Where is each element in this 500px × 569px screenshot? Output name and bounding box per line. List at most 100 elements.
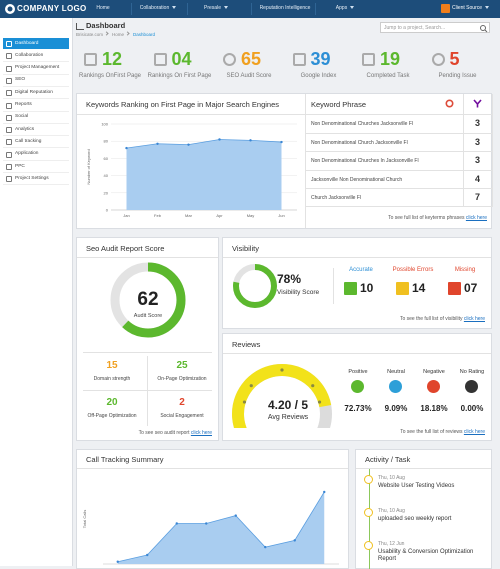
nav-label: Collaboration <box>139 5 170 11</box>
data-point <box>323 490 326 494</box>
sidebar-item[interactable]: Call tracking <box>3 136 69 149</box>
sidebar-icon <box>6 151 12 158</box>
reviews-panel: Reviews 4.20 / 5 Avg Reviews Positive 72.73%… <box>222 333 492 441</box>
visibility-icon <box>344 282 357 295</box>
link[interactable]: click here <box>463 316 485 322</box>
review-item-value: 9.09% <box>384 404 408 413</box>
graphic <box>473 99 482 108</box>
x-tick-label: Jan <box>123 213 129 218</box>
sidebar-label: PPC <box>15 163 25 169</box>
row-divider <box>306 206 493 207</box>
review-icon <box>351 380 364 393</box>
review-item-value: 0.00% <box>460 404 484 413</box>
stat-label: Completed Task <box>366 73 410 79</box>
rank-yahoo: 8 <box>492 118 500 128</box>
google-icon <box>445 99 454 108</box>
review-score-label: Avg Reviews <box>267 414 309 421</box>
sidebar-item[interactable]: Analytics <box>3 124 69 137</box>
review-icon <box>465 380 478 393</box>
sidebar-icon <box>6 41 12 47</box>
sidebar-item[interactable]: Digital Reputation <box>3 87 69 100</box>
sidebar-item[interactable]: Reports <box>3 100 69 112</box>
panel-title: Call Tracking Summary <box>86 455 164 464</box>
sidebar-label: Analytics <box>15 126 35 132</box>
divider <box>333 268 334 304</box>
keyword-phrase: Jacksonville Non Denominational Church <box>311 176 403 183</box>
user-menu[interactable]: Client Source <box>452 5 490 11</box>
footer-note: To see full list of keyterms phrases cli… <box>388 215 487 221</box>
stat-label: Pending Issue <box>438 73 477 79</box>
sidebar-item[interactable]: Project Management <box>3 63 69 75</box>
nav-item[interactable]: Apps <box>315 5 375 11</box>
table-header: Keyword Phrase <box>311 100 367 109</box>
nav-item[interactable]: Collaboration <box>128 5 188 11</box>
rank-yahoo: 6 <box>492 192 500 202</box>
gauge-star <box>249 384 253 388</box>
seo-audit-panel: Seo Audit Report Score 62 Audit Score 15 Dom… <box>76 237 219 441</box>
x-tick-label: May <box>247 213 255 218</box>
data-point <box>156 142 159 145</box>
logo-text: COMPANY LOGO <box>17 4 87 13</box>
graphic: 0 20 40 60 80 100 Jan Feb Mar Apr May Jun Number of … <box>86 122 297 218</box>
link[interactable]: click here <box>190 430 212 436</box>
visibility-panel: Visibility 78% Visibility Score Accurate 10 P… <box>222 237 492 329</box>
sidebar-label: Call tracking <box>15 138 42 144</box>
nav-item[interactable]: Presale <box>186 5 246 11</box>
gauge-star <box>311 384 315 388</box>
review-icon <box>427 380 440 393</box>
topbar <box>0 0 500 18</box>
area-fill <box>126 139 282 210</box>
visibility-icon <box>396 282 409 295</box>
divider <box>83 352 212 353</box>
nav-item[interactable]: Home <box>73 5 133 11</box>
review-item-value: 18.18% <box>420 404 448 413</box>
page-icon <box>76 23 84 30</box>
metric-label: On-Page Optimization <box>157 376 207 382</box>
nav-item[interactable]: Reputation Intelligence <box>255 5 315 11</box>
data-point <box>187 143 190 146</box>
sidebar-item[interactable]: PPC <box>3 161 69 173</box>
divider <box>356 468 491 469</box>
rank-google: 3 <box>474 118 480 128</box>
sidebar-label: Collaboration <box>15 52 44 58</box>
graphic: Total Calls <box>82 490 339 565</box>
sidebar-item[interactable]: Project Settings <box>3 173 69 186</box>
row-divider <box>306 132 493 134</box>
sidebar-item[interactable]: Social <box>3 112 69 124</box>
data-point <box>175 522 178 525</box>
data-point <box>205 522 208 525</box>
footer-text: To see full list of keyterms phrases <box>388 215 465 221</box>
stat-label: SEO Audit Score <box>226 73 272 79</box>
link[interactable]: click here <box>463 429 485 435</box>
link[interactable]: click here <box>465 215 487 221</box>
y-tick-label: 100 <box>101 122 108 127</box>
sidebar-label: SEO <box>15 77 26 83</box>
rank-yahoo: 5 <box>492 155 500 165</box>
activity-date: Thu, 10 Aug <box>378 475 405 481</box>
breadcrumb-item[interactable]: Home <box>112 32 125 37</box>
sidebar-item[interactable]: Dashboard <box>3 38 69 49</box>
breadcrumb-item[interactable]: Brisicate.com <box>76 32 104 37</box>
sidebar-item[interactable]: SEO <box>3 75 69 87</box>
data-point <box>264 545 267 549</box>
search-icon <box>480 25 486 31</box>
data-point <box>116 560 119 563</box>
row-divider <box>306 188 493 189</box>
rank-yahoo: 9 <box>492 174 500 184</box>
stat-value: 65 <box>241 49 262 69</box>
sidebar-item[interactable]: Application <box>3 149 69 161</box>
stat-value: 19 <box>380 49 401 69</box>
review-item-label: No Rating <box>459 369 485 375</box>
data-point <box>293 539 296 542</box>
visibility-item-label: Possible Errors <box>392 267 434 273</box>
sidebar-icon <box>6 164 12 170</box>
sidebar-item[interactable]: Collaboration <box>3 50 69 63</box>
divider <box>223 353 491 354</box>
search-box[interactable]: Jump to a project, Search... <box>380 22 490 33</box>
review-score: 4.20 / 5 <box>267 398 309 412</box>
review-icon <box>389 380 402 393</box>
divider <box>77 114 305 115</box>
sidebar-icon <box>6 114 12 121</box>
